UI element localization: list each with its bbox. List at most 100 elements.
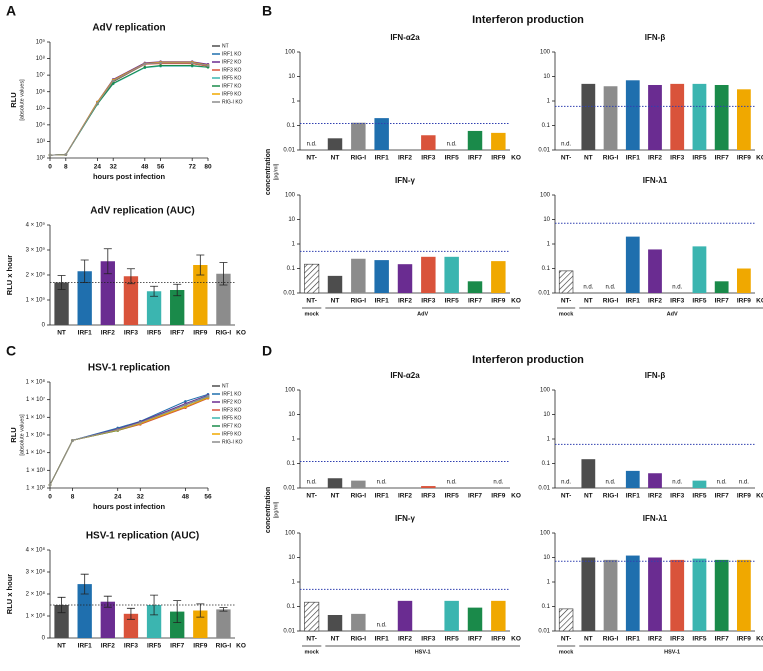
x-tick-label: IRF9 [193, 330, 207, 337]
x-tick-label: 48 [141, 164, 149, 171]
value-label: n.d. [583, 285, 593, 291]
bar [692, 558, 707, 631]
value-label: n.d. [377, 480, 387, 486]
y-tick-label: 10 [288, 412, 295, 418]
x-tick-label: IRF1 [626, 493, 640, 500]
bar [170, 290, 185, 325]
y-tick-label: 0.01 [538, 486, 550, 492]
y-tick-label: 10 [543, 555, 550, 561]
category-suffix: KO [511, 636, 521, 643]
x-tick-label: IRF7 [715, 155, 729, 162]
y-axis-label: RLU [9, 92, 18, 107]
data-point [71, 439, 74, 442]
x-tick-label: IRF7 [468, 155, 482, 162]
bar [123, 613, 139, 638]
y-tick-label: 10 [288, 555, 295, 561]
category-suffix: KO [756, 155, 763, 162]
section-title: Interferon production [472, 354, 584, 366]
panel-label: A [6, 3, 16, 19]
y-tick-label: 10 [543, 412, 550, 418]
legend-label: IRF9 KO [222, 91, 242, 97]
x-tick-label: IRF5 [692, 298, 706, 305]
x-tick-label: NT- [561, 298, 571, 305]
y-tick-label: 4 × 10⁹ [26, 222, 46, 229]
data-point [184, 403, 187, 407]
x-tick-label: IRF2 [648, 493, 662, 500]
data-point [111, 79, 115, 83]
value-label: n.d. [561, 480, 571, 486]
error-bar [196, 254, 205, 276]
y-tick-label: 0.1 [287, 266, 296, 272]
x-tick-label: 32 [110, 164, 118, 171]
y-tick-label: 0.01 [538, 629, 550, 635]
y-tick-label: 100 [540, 388, 551, 394]
bar [581, 459, 596, 488]
x-tick-label: IRF1 [375, 155, 389, 162]
y-tick-label: 100 [285, 388, 296, 394]
data-point [143, 65, 147, 69]
bar [692, 83, 707, 150]
y-tick-label: 10⁴ [36, 121, 46, 128]
value-label: n.d. [307, 480, 317, 486]
y-tick-label: 1 × 10⁶ [26, 414, 46, 421]
x-tick-label: IRF5 [445, 493, 459, 500]
y-tick-label: 10 [543, 74, 550, 80]
y-tick-label: 100 [540, 531, 551, 537]
x-tick-label: NT [57, 643, 66, 650]
x-tick-label: IRF7 [468, 636, 482, 643]
group-label: mock [559, 311, 574, 317]
y-tick-label: 100 [285, 193, 296, 199]
x-tick-label: IRF9 [193, 643, 207, 650]
legend-label: IRF7 KO [222, 83, 242, 89]
legend-label: IRF2 KO [222, 399, 242, 405]
bar [625, 555, 640, 631]
error-bar [57, 275, 66, 290]
bar [100, 261, 115, 325]
x-tick-label: RIG-I [603, 636, 619, 643]
category-suffix: KO [236, 330, 246, 337]
legend-label: NT [222, 43, 229, 49]
bar [714, 84, 729, 150]
x-tick-label: 24 [114, 494, 122, 501]
y-tick-label: 1 [292, 99, 296, 105]
bar [625, 470, 640, 488]
x-tick-label: IRF1 [78, 643, 92, 650]
y-tick-label: 0.1 [542, 123, 551, 129]
y-tick-label: 1 × 10⁸ [26, 613, 46, 620]
x-tick-label: RIG-I [216, 643, 232, 650]
group-label: mock [559, 649, 574, 655]
legend-label: NT [222, 383, 229, 389]
chart-title: IFN-γ [395, 514, 416, 523]
y-tick-label: 0.1 [542, 461, 551, 467]
x-tick-label: IRF3 [124, 643, 138, 650]
y-tick-label: 0.01 [538, 291, 550, 297]
bar [467, 607, 483, 631]
y-tick-label: 10 [288, 217, 295, 223]
series-line [49, 397, 209, 486]
x-tick-label: RIG-I [603, 155, 619, 162]
y-tick-label: 3 × 10⁹ [26, 247, 46, 254]
x-tick-label: IRF9 [491, 298, 505, 305]
bar [692, 480, 707, 488]
x-tick-label: IRF5 [692, 493, 706, 500]
value-label: n.d. [606, 480, 616, 486]
bar [467, 281, 483, 293]
value-label: n.d. [447, 142, 457, 148]
series-line [49, 397, 209, 486]
y-tick-label: 0.01 [283, 486, 295, 492]
x-tick-label: IRF7 [715, 636, 729, 643]
bar [737, 268, 751, 293]
panel-label: B [262, 3, 272, 19]
x-tick-label: 56 [204, 494, 212, 501]
y-tick-label: 100 [540, 193, 551, 199]
value-label: n.d. [561, 142, 571, 148]
category-suffix: KO [756, 298, 763, 305]
section-title: Interferon production [472, 14, 584, 26]
value-label: n.d. [377, 623, 387, 629]
x-tick-label: IRF1 [626, 298, 640, 305]
x-tick-label: IRF7 [170, 330, 184, 337]
data-point [190, 64, 194, 67]
x-tick-label: 32 [137, 494, 145, 501]
value-label: n.d. [606, 285, 616, 291]
bar [193, 265, 208, 325]
